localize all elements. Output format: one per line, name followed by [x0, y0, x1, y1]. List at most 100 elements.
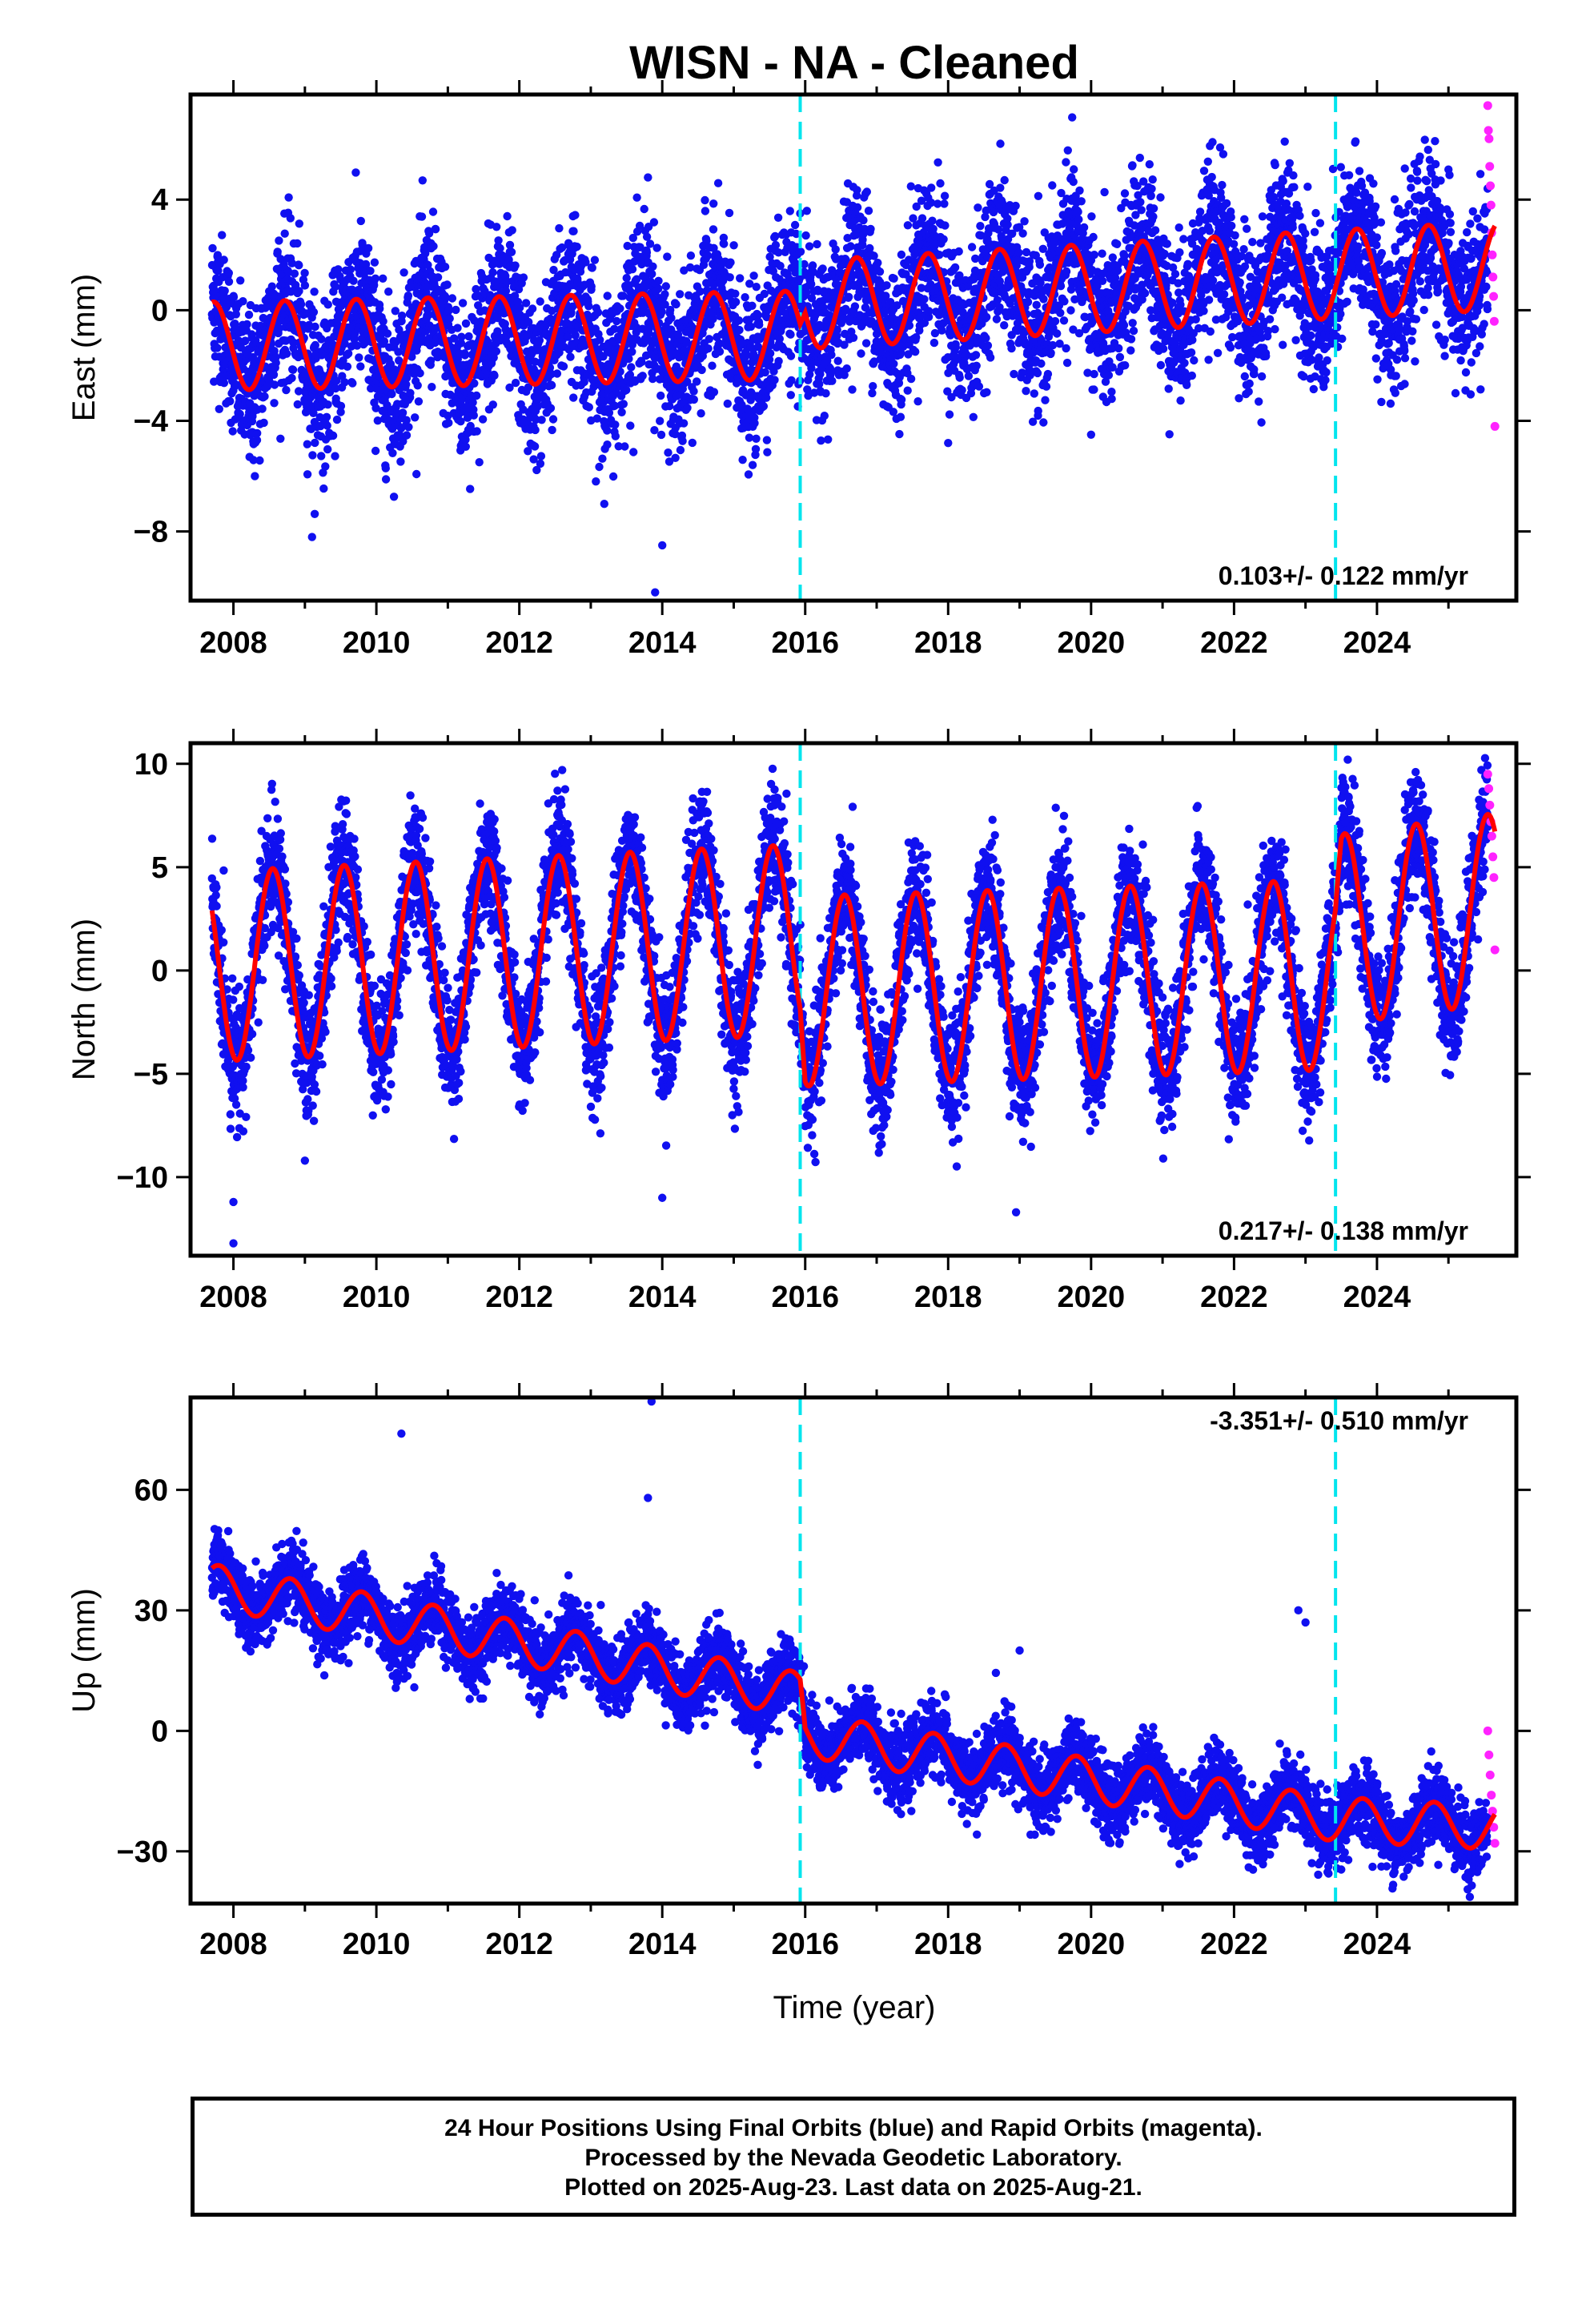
east-final-orbit-point [1041, 396, 1050, 404]
east-final-orbit-point [686, 251, 696, 260]
east-final-orbit-point [456, 417, 465, 426]
east-final-orbit-point [532, 465, 541, 475]
east-final-orbit-point [611, 432, 620, 440]
east-final-orbit-point [255, 456, 264, 465]
east-final-orbit-point [348, 379, 357, 388]
east-final-orbit-point [833, 356, 842, 365]
east-final-orbit-point [300, 268, 309, 278]
east-final-orbit-point [311, 322, 319, 332]
east-final-orbit-point [366, 267, 375, 275]
east-final-orbit-point [1062, 267, 1071, 276]
east-final-orbit-point [328, 431, 338, 440]
east-final-orbit-point [1039, 418, 1048, 427]
east-final-orbit-point [1043, 369, 1053, 379]
east-final-orbit-point [548, 415, 558, 424]
east-final-orbit-point [262, 302, 271, 312]
east-final-orbit-point [638, 372, 647, 380]
east-final-orbit-point [762, 393, 771, 402]
east-final-orbit-point [303, 470, 312, 479]
east-final-orbit-point [820, 412, 829, 420]
east-final-orbit-point [492, 347, 501, 356]
east-final-orbit-point [735, 325, 744, 335]
east-final-orbit-point [849, 333, 858, 342]
east-final-orbit-point [656, 430, 666, 440]
east-final-orbit-point [824, 435, 833, 444]
east-final-orbit-point [873, 259, 882, 267]
east-final-orbit-point [1126, 346, 1135, 355]
east-final-orbit-point [1033, 368, 1042, 378]
east-final-orbit-point [571, 211, 580, 219]
east-final-orbit-point [986, 353, 995, 362]
east-final-orbit-point [321, 462, 330, 471]
east-final-orbit-point [709, 388, 719, 396]
east-final-orbit-point [1060, 297, 1069, 306]
east-final-orbit-point [396, 457, 405, 466]
east-final-orbit-point [763, 448, 772, 456]
east-final-orbit-point [683, 404, 692, 412]
east-final-orbit-point [603, 292, 612, 300]
east-final-orbit-point [286, 214, 295, 223]
east-final-orbit-point [524, 447, 532, 456]
east-final-orbit-point [379, 337, 389, 346]
east-final-orbit-point [598, 454, 607, 463]
east-final-orbit-point [796, 247, 805, 256]
east-final-orbit-point [566, 352, 575, 361]
east-final-orbit-point [807, 364, 816, 372]
east-final-orbit-point [709, 225, 718, 234]
east-panel: 2008 2010 2012 2014 2016 2018 2020 2022 2024−8−4… [66, 80, 1531, 660]
east-final-orbit-point [771, 240, 781, 250]
east-final-orbit-point [595, 462, 604, 472]
east-final-orbit-point [842, 364, 851, 373]
east-final-orbit-point [927, 183, 936, 192]
east-final-orbit-point [955, 373, 964, 382]
east-final-orbit-point [661, 282, 670, 291]
east-final-orbit-point [771, 231, 780, 241]
east-final-orbit-point [1114, 344, 1123, 353]
east-final-orbit-point [529, 455, 538, 464]
east-final-orbit-point [294, 387, 303, 396]
east-final-orbit-point [516, 304, 524, 312]
east-final-orbit-point [996, 183, 1005, 192]
east-final-orbit-point [928, 216, 937, 225]
east-final-orbit-point [654, 276, 663, 285]
east-final-orbit-point [720, 239, 729, 248]
east-final-orbit-point [460, 351, 469, 360]
east-final-orbit-point [1062, 358, 1072, 368]
east-final-orbit-point [1156, 360, 1166, 370]
east-final-orbit-point [317, 335, 326, 344]
east-final-orbit-point [1046, 348, 1055, 357]
east-final-orbit-point [1018, 229, 1027, 238]
east-final-orbit-point [521, 299, 531, 308]
east-final-orbit-point [1156, 193, 1165, 202]
east-final-orbit-point [530, 442, 540, 451]
east-final-orbit-point [1128, 161, 1137, 170]
east-final-orbit-point [765, 349, 775, 358]
east-final-orbit-point [421, 249, 430, 258]
east-final-orbit-point [1066, 306, 1075, 315]
east-final-orbit-point [488, 400, 497, 409]
east-final-orbit-point [1011, 201, 1020, 211]
east-final-orbit-point [547, 380, 556, 390]
east-final-orbit-point [1089, 232, 1098, 242]
east-final-orbit-point [213, 344, 222, 352]
east-final-orbit-point [748, 460, 757, 469]
east-final-orbit-point [275, 324, 284, 333]
east-final-orbit-point [236, 276, 245, 285]
east-final-orbit-point [678, 436, 687, 445]
east-final-orbit-point [1087, 212, 1096, 221]
east-final-orbit-point [239, 297, 247, 306]
east-final-orbit-point [848, 385, 857, 394]
east-final-orbit-point [864, 207, 873, 215]
east-final-orbit-point [652, 243, 661, 252]
east-final-orbit-point [224, 268, 233, 278]
east-final-orbit-point [1032, 300, 1041, 309]
figure-title: WISN - NA - Cleaned [629, 37, 1079, 89]
east-final-orbit-point [906, 374, 916, 384]
east-final-orbit-point [862, 187, 872, 196]
east-final-orbit-point [1090, 385, 1098, 394]
east-final-orbit-point [627, 363, 636, 372]
east-final-orbit-point [295, 261, 303, 270]
east-final-orbit-point [1098, 249, 1106, 258]
east-final-orbit-point [332, 415, 342, 424]
east-final-orbit-point [1007, 344, 1016, 353]
